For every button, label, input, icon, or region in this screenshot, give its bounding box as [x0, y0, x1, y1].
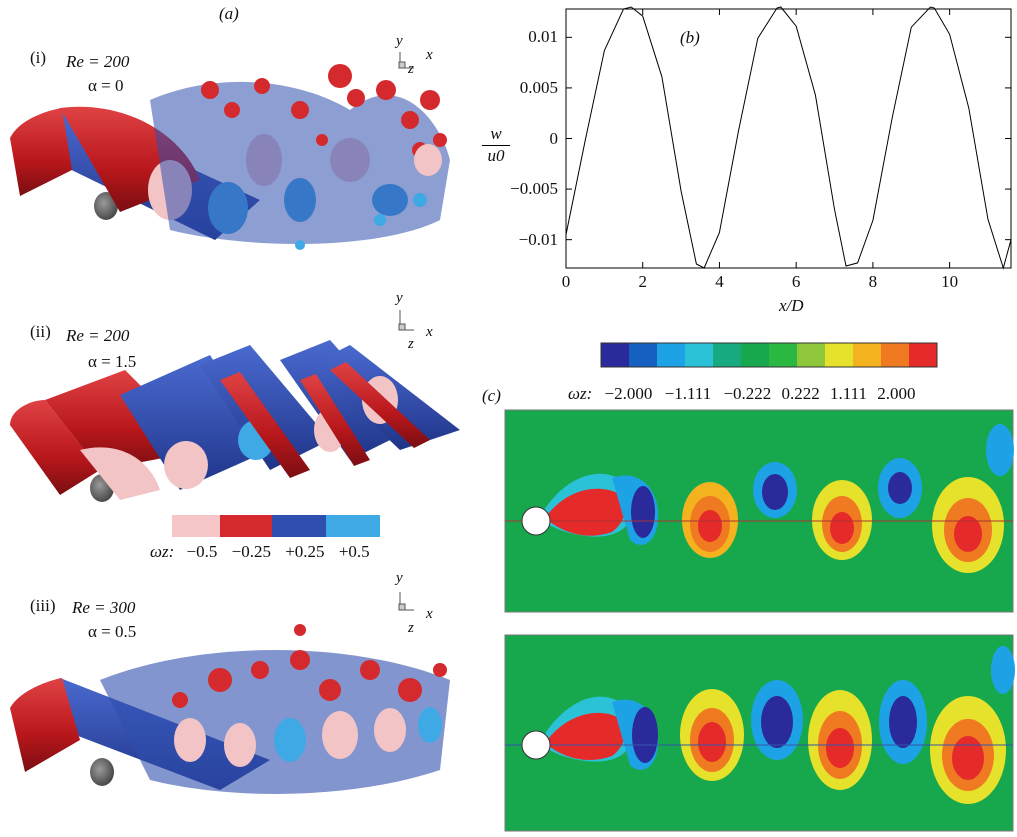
axis-triad-i: y x z [392, 33, 442, 89]
panel-c-colorbar [600, 342, 938, 368]
colorbar-swatch [601, 343, 630, 367]
axis-triad-glyphs [398, 52, 414, 611]
x-tick-label: 6 [791, 272, 801, 291]
panel-a-label: (a) [219, 4, 239, 23]
y-axis-label: w u0 [478, 124, 514, 166]
colorbar-label: 0.222 [781, 384, 820, 403]
x-tick-label: 8 [868, 272, 878, 291]
y-label-denominator: u0 [487, 146, 505, 165]
colorbar-label: −2.000 [604, 384, 653, 403]
subpanel-i-re: Re = 200 [66, 52, 130, 71]
colorbar-swatch [713, 343, 742, 367]
x-tick-label: 4 [715, 272, 724, 291]
colorbar-label: −1.111 [664, 384, 712, 403]
panel-c-label: (c) [482, 386, 501, 405]
colorbar-swatch [769, 343, 798, 367]
colorbar-swatch [825, 343, 854, 367]
vortex-isosurface-iii [10, 624, 450, 794]
x-ticks [565, 9, 951, 268]
y-tick-label: −0.005 [510, 179, 558, 199]
legend-swatch [326, 515, 380, 537]
subpanel-ii-re: Re = 200 [66, 326, 130, 345]
panel-b-plot [565, 6, 1012, 270]
axis-x-label: x [426, 324, 433, 340]
legend-value: −0.25 [231, 542, 271, 561]
y-tick-label: 0.005 [519, 77, 558, 97]
axis-y-label: y [396, 290, 403, 306]
series-line [565, 6, 1012, 270]
colorbar-swatch [853, 343, 882, 367]
subpanel-i-alpha: α = 0 [88, 76, 124, 95]
legend-value: −0.5 [186, 542, 218, 561]
colorbar-swatch [629, 343, 658, 367]
subpanel-iii-re: Re = 300 [72, 598, 136, 617]
legend-value: +0.5 [338, 542, 370, 561]
axis-triad-iii: y x z [392, 570, 442, 640]
legend-row: ωz: −0.5 −0.25 +0.25 +0.5 [150, 542, 370, 562]
y-label-numerator: w [490, 124, 502, 143]
colorbar-swatch [797, 343, 826, 367]
colorbar-label: −0.222 [723, 384, 772, 403]
colorbar-prefix: ωz: [568, 384, 593, 403]
axis-z-label: z [408, 61, 414, 77]
colorbar-label: 1.111 [830, 384, 868, 403]
x-tick-label: 0 [561, 272, 571, 291]
axis-triad-ii: y x z [392, 290, 442, 352]
plot-frame [565, 8, 1012, 269]
axis-y-label: y [396, 570, 403, 586]
legend-prefix: ωz: [150, 542, 175, 561]
colorbar-outline [600, 342, 938, 368]
axis-x-label: x [426, 606, 433, 622]
y-ticks [566, 36, 1011, 241]
colorbar-swatch [657, 343, 686, 367]
y-tick-label: 0 [549, 128, 559, 148]
subpanel-ii-alpha: α = 1.5 [88, 352, 137, 371]
legend-swatch [172, 515, 220, 537]
x-tick-label: 2 [638, 272, 647, 291]
x-tick-label: 10 [941, 272, 959, 291]
colorbar-swatch [741, 343, 770, 367]
vortex-isosurface-ii [10, 340, 460, 502]
legend-swatch [220, 515, 272, 537]
subpanel-iii-alpha: α = 0.5 [88, 622, 137, 641]
colorbar-swatch [909, 343, 938, 367]
colorbar-swatch [685, 343, 714, 367]
axis-z-label: z [408, 620, 414, 636]
contour-field-top [504, 409, 1014, 613]
axis-y-label: y [396, 33, 403, 49]
x-axis-label: x/D [779, 296, 804, 315]
subpanel-iii-roman: (iii) [30, 596, 56, 615]
legend-swatch [272, 515, 326, 537]
colorbar-label-row: ωz: −2.000 −1.111 −0.222 0.222 1.111 2.0… [568, 384, 916, 404]
vortex-isosurface-i [10, 64, 450, 250]
fraction-bar [482, 145, 510, 146]
panel-b-label: (b) [680, 28, 700, 47]
colorbar-swatch [881, 343, 910, 367]
axis-x-label: x [426, 47, 433, 63]
subpanel-i-roman: (i) [30, 48, 47, 67]
axis-z-label: z [408, 336, 414, 352]
subpanel-ii-roman: (ii) [30, 322, 51, 341]
y-tick-label: 0.01 [528, 27, 558, 47]
legend-value: +0.25 [285, 542, 325, 561]
contour-field-bottom [504, 634, 1015, 832]
y-tick-label: −0.01 [518, 229, 558, 249]
panel-a-legend [172, 515, 380, 537]
colorbar-label: 2.000 [877, 384, 916, 403]
